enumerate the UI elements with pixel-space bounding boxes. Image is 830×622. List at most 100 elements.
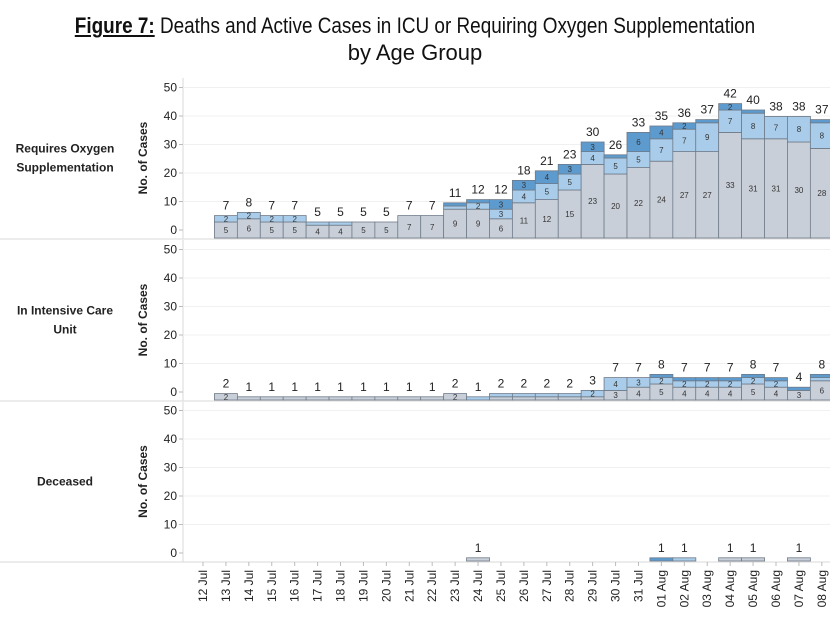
bar-segment xyxy=(259,396,284,401)
segment-label: 9 xyxy=(705,133,710,142)
y-tick-label: 10 xyxy=(164,518,178,532)
segment-label: 4 xyxy=(636,390,641,399)
total-label: 1 xyxy=(475,380,482,394)
bar-segment xyxy=(649,557,674,562)
segment-label: 5 xyxy=(292,226,297,235)
total-label: 21 xyxy=(540,154,554,168)
segment-label: 30 xyxy=(794,186,803,195)
bar-segment xyxy=(787,386,811,391)
total-label: 7 xyxy=(223,199,230,213)
bar-segment xyxy=(580,141,605,153)
segment-label: 4 xyxy=(705,390,710,399)
x-tick-label: 04 Aug xyxy=(723,570,737,607)
segment-label: 5 xyxy=(270,226,275,235)
segment-label: 2 xyxy=(224,393,229,402)
segment-label: 6 xyxy=(820,386,825,395)
total-label: 7 xyxy=(268,199,275,213)
x-tick-label: 01 Aug xyxy=(654,570,668,607)
x-tick-label: 08 Aug xyxy=(815,570,829,607)
x-tick-label: 31 Jul xyxy=(631,570,645,602)
segment-label: 7 xyxy=(728,117,733,126)
segment-label: 9 xyxy=(476,220,481,229)
segment-label: 31 xyxy=(772,184,781,193)
total-label: 1 xyxy=(750,541,757,555)
total-label: 5 xyxy=(337,205,344,219)
segment-label: 2 xyxy=(705,380,710,389)
total-label: 8 xyxy=(750,357,757,371)
segment-label: 28 xyxy=(817,189,826,198)
bar-segment xyxy=(466,199,490,204)
panel-2: In Intensive Care Unit No. of Cases 0 10 20 30… xyxy=(0,240,830,402)
segment-label: 5 xyxy=(613,162,618,171)
x-tick-label: 23 Jul xyxy=(448,570,462,602)
segment-label: 8 xyxy=(751,122,756,131)
segment-label: 6 xyxy=(499,224,504,233)
segment-label: 2 xyxy=(590,390,595,399)
total-label: 7 xyxy=(406,199,413,213)
x-tick-label: 18 Jul xyxy=(334,570,348,602)
segment-label: 7 xyxy=(682,136,687,145)
total-label: 8 xyxy=(658,357,665,371)
segment-label: 4 xyxy=(522,192,527,201)
y-tick-label: 10 xyxy=(164,195,178,209)
segment-label: 8 xyxy=(797,125,802,134)
total-label: 33 xyxy=(632,115,646,129)
segment-label: 4 xyxy=(774,390,779,399)
y-tick-label: 10 xyxy=(164,357,178,371)
bar-segment xyxy=(328,396,353,401)
row-label: Requires Oxygen xyxy=(16,142,115,156)
y-axis-label: No. of Cases xyxy=(136,283,150,356)
segment-label: 23 xyxy=(588,197,597,206)
segment-label: 2 xyxy=(270,215,275,224)
bar-segment xyxy=(351,396,376,401)
total-label: 8 xyxy=(818,357,825,371)
segment-label: 4 xyxy=(338,228,343,237)
segment-label: 5 xyxy=(545,188,550,197)
bar-segment xyxy=(443,205,468,210)
total-label: 2 xyxy=(223,377,230,391)
bar-segment xyxy=(672,377,697,382)
total-label: 35 xyxy=(655,109,669,123)
segment-label: 4 xyxy=(613,380,618,389)
total-label: 7 xyxy=(681,361,688,375)
total-label: 37 xyxy=(701,103,715,117)
y-tick-label: 20 xyxy=(164,328,178,342)
segment-label: 2 xyxy=(453,393,458,402)
segment-label: 5 xyxy=(361,226,366,235)
bar-segment xyxy=(534,393,559,398)
bar-segment xyxy=(741,109,765,114)
row-label: Supplementation xyxy=(16,161,113,175)
x-tick-label: 17 Jul xyxy=(311,570,325,602)
total-label: 1 xyxy=(337,380,344,394)
segment-label: 2 xyxy=(728,380,733,389)
bar-segment xyxy=(489,393,513,398)
segment-label: 4 xyxy=(315,228,320,237)
segment-label: 4 xyxy=(682,390,687,399)
bar-segment xyxy=(534,396,559,401)
bar-segment xyxy=(787,557,811,562)
bar-segment xyxy=(741,373,765,378)
bar-segment xyxy=(809,373,830,378)
x-tick-label: 20 Jul xyxy=(379,570,393,602)
segment-label: 27 xyxy=(680,191,689,200)
bar-segment xyxy=(305,221,330,226)
segment-label: 7 xyxy=(430,223,435,232)
total-label: 12 xyxy=(471,183,485,197)
segment-label: 3 xyxy=(567,165,572,174)
total-label: 4 xyxy=(796,370,803,384)
segment-label: 2 xyxy=(224,215,229,224)
segment-label: 2 xyxy=(728,103,733,112)
segment-label: 4 xyxy=(590,154,595,163)
total-label: 1 xyxy=(268,380,275,394)
segment-label: 5 xyxy=(751,388,756,397)
figure-title-line2: by Age Group xyxy=(347,40,483,65)
segment-label: 6 xyxy=(247,224,252,233)
x-tick-label: 27 Jul xyxy=(540,570,554,602)
segment-label: 5 xyxy=(384,226,389,235)
total-label: 7 xyxy=(635,361,642,375)
bar-segment xyxy=(718,377,743,382)
bar-segment xyxy=(397,396,422,401)
total-label: 7 xyxy=(773,361,780,375)
segment-label: 2 xyxy=(292,215,297,224)
segment-label: 5 xyxy=(567,178,572,187)
